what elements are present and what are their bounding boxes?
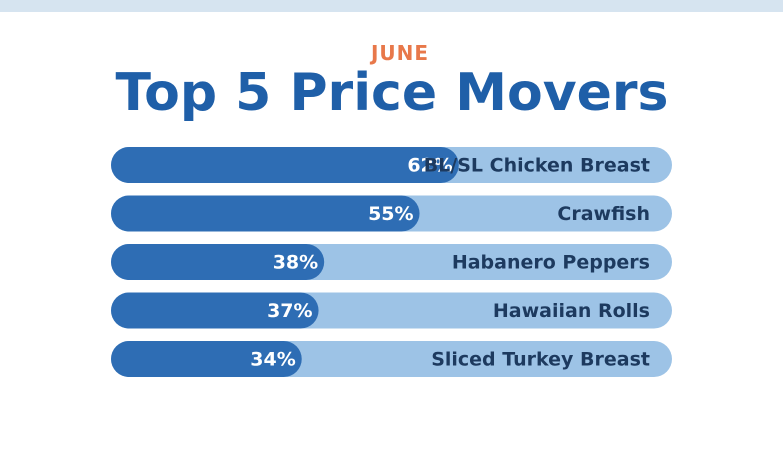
category-label: Hawaiian Rolls: [493, 300, 650, 322]
bar: [111, 244, 325, 280]
category-label: BL/SL Chicken Breast: [424, 155, 650, 177]
category-label: Crawfish: [557, 203, 650, 225]
value-label: 34%: [250, 349, 295, 371]
top-band: [0, 0, 783, 12]
value-label: 37%: [267, 300, 312, 322]
category-label: Habanero Peppers: [452, 252, 650, 274]
chart-subtitle: JUNE: [369, 41, 429, 65]
bar: [111, 292, 319, 329]
chart-title: Top 5 Price Movers: [116, 63, 669, 123]
value-label: 55%: [368, 203, 413, 225]
bar: [111, 147, 459, 183]
value-label: 38%: [273, 252, 318, 274]
bar: [111, 341, 302, 377]
bar: [111, 195, 420, 232]
category-label: Sliced Turkey Breast: [431, 349, 650, 371]
value-label: 62%: [407, 155, 452, 177]
